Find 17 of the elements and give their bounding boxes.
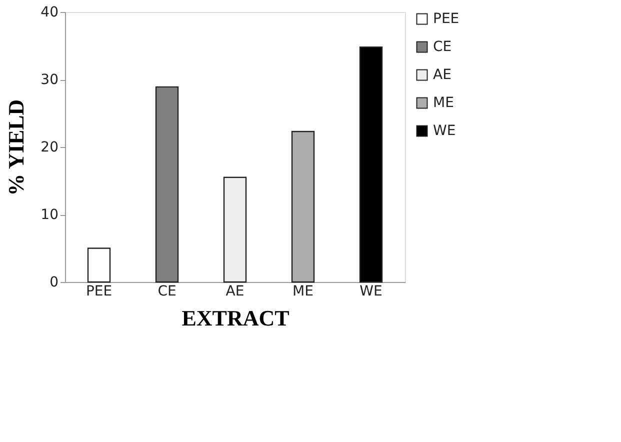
y-tick-label: 40 <box>40 4 58 20</box>
legend-label: CE <box>433 39 452 55</box>
legend-label: WE <box>433 123 456 139</box>
legend-label: PEE <box>433 11 460 27</box>
y-axis-title: % YIELD <box>4 99 29 196</box>
x-tick-label: PEE <box>86 284 112 300</box>
y-tick-label: 20 <box>40 140 58 156</box>
y-tick-label: 30 <box>40 72 58 88</box>
x-tick-label: CE <box>158 284 176 300</box>
x-tick-label: AE <box>226 284 244 300</box>
x-axis-title: EXTRACT <box>182 306 290 330</box>
legend-label: ME <box>433 95 454 111</box>
legend-label: AE <box>433 67 452 83</box>
y-tick-label: 10 <box>40 207 58 223</box>
y-tick-label: 0 <box>50 274 58 290</box>
x-tick-label: WE <box>360 284 382 300</box>
x-tick-label: ME <box>292 284 314 300</box>
